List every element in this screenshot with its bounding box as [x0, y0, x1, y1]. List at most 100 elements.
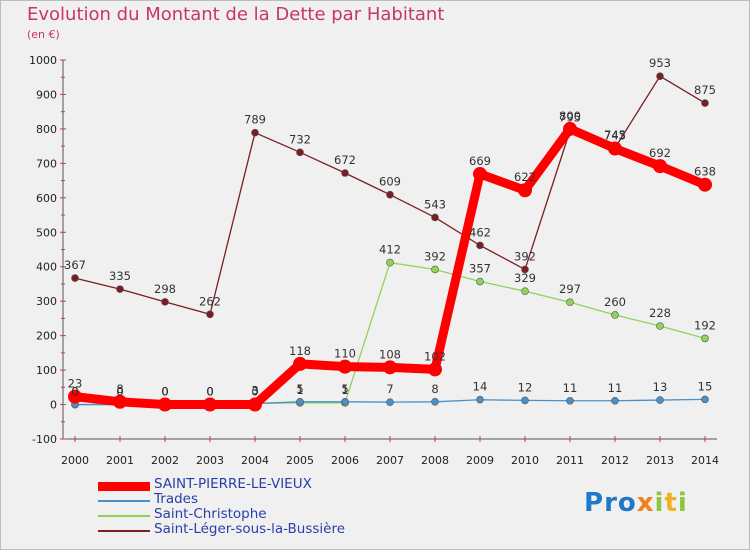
y-tick-label: 200 — [36, 330, 57, 343]
data-point — [566, 298, 574, 307]
data-point — [386, 190, 394, 199]
data-point — [293, 356, 307, 371]
data-point — [296, 397, 304, 406]
x-tick-label: 2005 — [286, 454, 314, 467]
data-point — [431, 213, 439, 222]
x-tick-label: 2011 — [556, 454, 584, 467]
legend-label: Trades — [154, 491, 198, 507]
data-label: 0 — [116, 385, 123, 399]
y-tick-label: 400 — [36, 261, 57, 274]
data-point — [338, 359, 352, 374]
data-point — [428, 362, 442, 377]
y-tick-label: 800 — [36, 123, 57, 136]
data-label: 297 — [559, 282, 581, 296]
data-point — [431, 265, 439, 274]
y-tick-label: 0 — [50, 399, 57, 412]
x-tick-label: 2014 — [691, 454, 719, 467]
data-point — [161, 298, 169, 306]
x-tick-label: 2008 — [421, 454, 449, 467]
data-label: 0 — [161, 385, 168, 399]
data-label: 732 — [289, 132, 311, 146]
data-label: 692 — [649, 146, 671, 160]
data-point — [473, 167, 487, 182]
data-label: 329 — [514, 271, 536, 285]
axes: -100010020030040050060070080090010002000… — [29, 54, 719, 467]
data-label: 3 — [251, 384, 258, 398]
data-point — [341, 397, 349, 406]
data-label: 3 — [251, 384, 258, 398]
legend-swatch — [98, 515, 150, 517]
data-point — [116, 285, 124, 293]
x-tick-label: 2001 — [106, 454, 134, 467]
data-label: 11 — [563, 381, 578, 395]
data-label: 0 — [71, 385, 78, 399]
data-label: 102 — [424, 349, 446, 363]
data-label: 260 — [604, 295, 626, 309]
data-point — [386, 398, 394, 406]
data-point — [158, 397, 172, 412]
data-label: 412 — [379, 243, 401, 257]
data-label: 5 — [296, 382, 303, 396]
data-label: 5 — [341, 382, 348, 396]
data-label: 462 — [469, 225, 491, 239]
data-point — [521, 396, 529, 405]
data-point — [521, 287, 529, 295]
data-label: 11 — [608, 381, 623, 395]
legend-label: SAINT-PIERRE-LE-VIEUX — [154, 476, 312, 492]
data-point — [698, 177, 712, 192]
data-label: 13 — [653, 380, 668, 394]
data-label: 743 — [604, 129, 626, 143]
data-label: 0 — [116, 385, 123, 399]
legend-swatch — [98, 500, 150, 502]
data-point — [566, 396, 574, 405]
data-point — [701, 334, 709, 343]
data-label: 8 — [431, 382, 438, 396]
data-point — [251, 128, 259, 137]
data-label: 0 — [206, 385, 213, 399]
data-label: 392 — [514, 249, 536, 263]
data-point — [203, 397, 217, 412]
data-point — [476, 241, 484, 250]
data-label: 228 — [649, 306, 671, 320]
series-points — [68, 72, 712, 412]
y-tick-label: 900 — [36, 88, 57, 101]
x-tick-label: 2012 — [601, 454, 629, 467]
data-point — [386, 258, 394, 267]
data-point — [656, 322, 664, 330]
data-label: 298 — [154, 282, 176, 296]
data-point — [71, 274, 79, 282]
data-label: 638 — [694, 165, 716, 179]
data-point — [248, 397, 262, 412]
data-label: 745 — [604, 128, 626, 142]
y-tick-label: 1000 — [29, 54, 57, 67]
data-point — [476, 277, 484, 286]
data-point — [608, 141, 622, 156]
data-label: 795 — [559, 111, 581, 125]
data-point — [476, 395, 484, 404]
y-tick-label: 700 — [36, 157, 57, 170]
y-tick-label: 600 — [36, 192, 57, 205]
legend-label: Saint-Léger-sous-la-Bussière — [154, 521, 346, 537]
data-label: 118 — [289, 344, 311, 358]
data-label: 0 — [161, 385, 168, 399]
x-tick-label: 2006 — [331, 454, 359, 467]
data-label: 0 — [251, 385, 258, 399]
x-tick-label: 2000 — [61, 454, 89, 467]
data-label: 12 — [518, 380, 533, 394]
data-label: 1 — [341, 383, 348, 397]
data-label: 1 — [296, 383, 303, 397]
data-point — [206, 310, 214, 319]
x-tick-label: 2010 — [511, 454, 539, 467]
chart-title: Evolution du Montant de la Dette par Hab… — [27, 4, 445, 25]
data-label: 0 — [206, 385, 213, 399]
data-point — [113, 394, 127, 409]
x-tick-label: 2004 — [241, 454, 269, 467]
data-label: 110 — [334, 347, 356, 361]
data-label: 108 — [379, 347, 401, 361]
data-label: 392 — [424, 249, 446, 263]
data-point — [521, 265, 529, 274]
data-label: 543 — [424, 197, 446, 211]
